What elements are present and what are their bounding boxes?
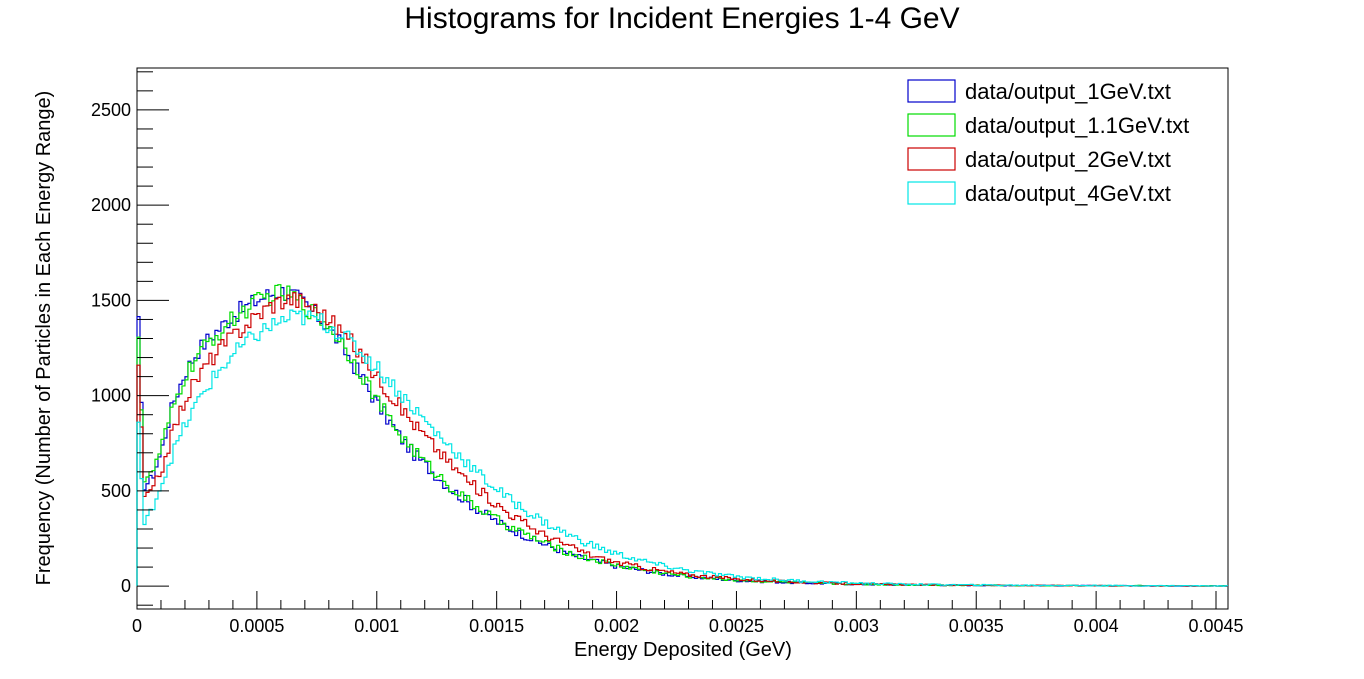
- x-tick-label: 0.003: [834, 616, 879, 636]
- legend-label-4: data/output_4GeV.txt: [965, 181, 1171, 206]
- series-line-1: [136, 286, 1228, 587]
- series-line-3: [136, 292, 1228, 587]
- chart-title: Histograms for Incident Energies 1-4 GeV: [404, 2, 960, 35]
- x-tick-label: 0.0015: [469, 616, 524, 636]
- y-tick-label: 2500: [91, 100, 131, 120]
- x-axis-title: Energy Deposited (GeV): [574, 639, 792, 661]
- legend-swatch-3: [907, 147, 956, 171]
- legend-label-3: data/output_2GeV.txt: [965, 147, 1171, 172]
- legend-swatch-2: [907, 113, 956, 137]
- y-tick-label: 2000: [91, 195, 131, 215]
- legend-label-2: data/output_1.1GeV.txt: [965, 113, 1189, 138]
- x-tick-label: 0.001: [354, 616, 399, 636]
- series-line-2: [136, 284, 1228, 587]
- x-tick-label: 0: [132, 616, 142, 636]
- legend-swatch-1: [907, 79, 956, 103]
- series-line-4: [136, 309, 1228, 587]
- legend-label-1: data/output_1GeV.txt: [965, 79, 1171, 104]
- x-tick-label: 0.0025: [709, 616, 764, 636]
- x-tick-label: 0.0045: [1188, 616, 1243, 636]
- y-tick-label: 0: [121, 576, 131, 596]
- x-tick-label: 0.002: [594, 616, 639, 636]
- y-tick-label: 1500: [91, 290, 131, 310]
- x-tick-label: 0.0035: [949, 616, 1004, 636]
- x-tick-label: 0.0005: [229, 616, 284, 636]
- y-axis-title: Frequency (Number of Particles in Each E…: [33, 91, 55, 586]
- legend-swatch-4: [907, 181, 956, 205]
- x-tick-label: 0.004: [1074, 616, 1119, 636]
- y-tick-label: 1000: [91, 386, 131, 406]
- y-tick-label: 500: [101, 481, 131, 501]
